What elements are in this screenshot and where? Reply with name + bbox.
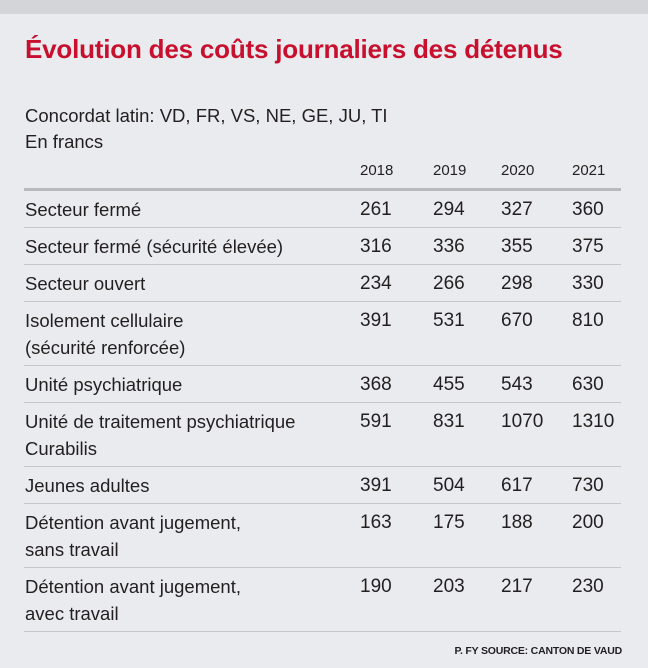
row-label-line: Détention avant jugement, [25, 512, 241, 533]
table-header-row: 2018 2019 2020 2021 [24, 158, 621, 191]
cell-value-2018: 368 [360, 374, 392, 395]
cell-value-2019: 203 [433, 576, 465, 597]
cost-table: 2018 2019 2020 2021 Secteur fermé 261 294 3… [24, 158, 621, 632]
cell-value-2020: 543 [501, 374, 533, 395]
cell-value-2018: 163 [360, 512, 392, 533]
source-credit: P. FY SOURCE: CANTON DE VAUD [454, 645, 623, 657]
cell-value-2020: 327 [501, 199, 533, 220]
cell-value-2019: 294 [433, 199, 465, 220]
table-row: Isolement cellulaire (sécurité renforcée)… [24, 302, 621, 366]
cell-value-2019: 531 [433, 310, 465, 331]
table-row: Détention avant jugement, sans travail 163… [24, 504, 621, 568]
cell-value-2019: 504 [433, 475, 465, 496]
row-label-line: Détention avant jugement, [25, 576, 241, 597]
row-label-line: Jeunes adultes [25, 475, 150, 496]
column-header-2019: 2019 [433, 162, 467, 179]
table-row: Jeunes adultes 391 504 617 730 [24, 467, 621, 504]
column-header-2018: 2018 [360, 162, 394, 179]
cell-value-2020: 298 [501, 273, 533, 294]
cell-value-2021: 730 [572, 475, 604, 496]
row-label: Secteur ouvert [25, 270, 145, 297]
cell-value-2019: 455 [433, 374, 465, 395]
table-row: Détention avant jugement, avec travail 190… [24, 568, 621, 632]
cell-value-2021: 1310 [572, 411, 615, 432]
cell-value-2020: 355 [501, 236, 533, 257]
cell-value-2021: 200 [572, 512, 604, 533]
chart-title: Évolution des coûts journaliers des déte… [25, 34, 563, 64]
column-header-2020: 2020 [501, 162, 535, 179]
cell-value-2021: 360 [572, 199, 604, 220]
row-label: Unité psychiatrique [25, 371, 182, 398]
cell-value-2020: 1070 [501, 411, 544, 432]
row-label-line: Unité psychiatrique [25, 374, 183, 395]
top-band [0, 0, 648, 14]
cell-value-2020: 670 [501, 310, 533, 331]
cell-value-2021: 230 [572, 576, 604, 597]
row-label: Secteur fermé (sécurité élevée) [25, 233, 283, 260]
cell-value-2020: 217 [501, 576, 533, 597]
cell-value-2021: 630 [572, 374, 604, 395]
cell-value-2018: 391 [360, 310, 392, 331]
cell-value-2021: 375 [572, 236, 604, 257]
table-row: Secteur fermé 261 294 327 360 [24, 191, 621, 228]
row-label-line: (sécurité renforcée) [25, 337, 186, 358]
cell-value-2020: 188 [501, 512, 533, 533]
cell-value-2019: 336 [433, 236, 465, 257]
cell-value-2018: 190 [360, 576, 392, 597]
column-header-2021: 2021 [572, 162, 606, 179]
table-row: Unité psychiatrique 368 455 543 630 [24, 366, 621, 403]
row-label-line: avec travail [25, 603, 119, 624]
cell-value-2019: 266 [433, 273, 465, 294]
table-row: Secteur ouvert 234 266 298 330 [24, 265, 621, 302]
row-label-line: Secteur fermé [25, 199, 142, 220]
cell-value-2018: 316 [360, 236, 392, 257]
row-label: Détention avant jugement, avec travail [25, 573, 241, 627]
table-body: Secteur fermé 261 294 327 360 Secteur fermé (… [24, 191, 621, 632]
row-label-line: Secteur fermé (sécurité élevée) [25, 236, 284, 257]
row-label: Détention avant jugement, sans travail [25, 509, 241, 563]
cell-value-2018: 261 [360, 199, 392, 220]
cell-value-2018: 234 [360, 273, 392, 294]
table-row: Unité de traitement psychiatrique Curabil… [24, 403, 621, 467]
row-label-line: Secteur ouvert [25, 273, 146, 294]
cell-value-2021: 330 [572, 273, 604, 294]
cell-value-2018: 391 [360, 475, 392, 496]
row-label: Jeunes adultes [25, 472, 149, 499]
row-label: Unité de traitement psychiatrique Curabil… [25, 408, 295, 462]
row-label-line: sans travail [25, 539, 119, 560]
cell-value-2018: 591 [360, 411, 392, 432]
cell-value-2019: 831 [433, 411, 465, 432]
row-label-line: Isolement cellulaire [25, 310, 184, 331]
row-label-line: Curabilis [25, 438, 97, 459]
cell-value-2021: 810 [572, 310, 604, 331]
cell-value-2020: 617 [501, 475, 533, 496]
table-row: Secteur fermé (sécurité élevée) 316 336 355… [24, 228, 621, 265]
chart-subtitle: Concordat latin: VD, FR, VS, NE, GE, JU,… [25, 103, 388, 155]
subtitle-line-unit: En francs [25, 131, 104, 152]
row-label-line: Unité de traitement psychiatrique [25, 411, 296, 432]
row-label: Secteur fermé [25, 196, 141, 223]
subtitle-line-region: Concordat latin: VD, FR, VS, NE, GE, JU,… [25, 105, 388, 126]
row-label: Isolement cellulaire (sécurité renforcée) [25, 307, 185, 361]
cell-value-2019: 175 [433, 512, 465, 533]
